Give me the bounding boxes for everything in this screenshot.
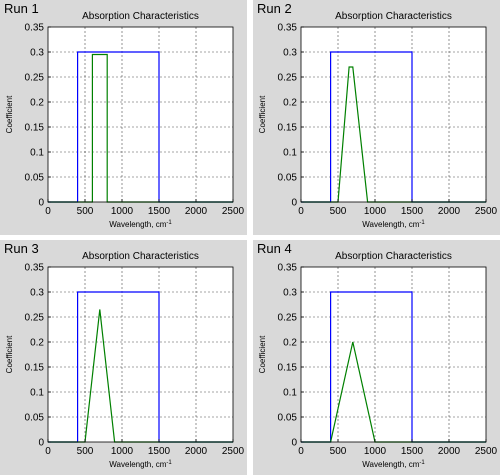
x-tick-label: 2500 [475,206,498,217]
y-tick-label: 0.2 [283,98,297,109]
x-tick-label: 1000 [111,446,134,457]
y-tick-label: 0.25 [278,313,298,324]
axes-frame [300,26,487,203]
x-tick-label: 2500 [222,446,245,457]
chart-title: Absorption Characteristics [335,251,452,262]
axes-frame [47,266,234,443]
y-tick-label: 0.35 [278,263,298,274]
plot-area [48,267,233,442]
x-tick-label: 2000 [185,206,208,217]
x-tick-label: 1000 [364,206,387,217]
x-tick-label: 2000 [438,206,461,217]
x-axis-label: Wavelength, cm-1 [109,220,172,229]
x-tick-label: 500 [330,206,347,217]
panel-run-1: Run 1 0 500 1000 1500 2000 2500 0 0.05 0.1 0.15 0.… [0,0,247,235]
chart-svg: 0 500 1000 1500 2000 2500 0 0.05 0.1 0.15 0.2 0.25 0… [258,251,498,469]
chart-svg: 0 500 1000 1500 2000 2500 0 0.05 0.1 0.15 0.2 0.25 0… [258,11,498,229]
x-tick-label: 500 [77,446,94,457]
y-tick-label: 0.15 [278,363,298,374]
x-tick-label: 0 [45,446,51,457]
x-tick-label: 1500 [148,206,171,217]
plot-area [301,27,486,202]
y-tick-label: 0.15 [278,123,298,134]
x-axis-label: Wavelength, cm-1 [362,220,425,229]
y-tick-label: 0.1 [30,148,44,159]
y-tick-label: 0 [38,438,44,449]
y-tick-label: 0.15 [25,363,45,374]
y-axis-label: Coefficient [258,335,267,373]
x-tick-label: 500 [330,446,347,457]
chart-svg: 0 500 1000 1500 2000 2500 0 0.05 0.1 0.15 0.2 0.25 0… [5,11,245,229]
chart-title: Absorption Characteristics [82,11,199,22]
x-tick-label: 500 [77,206,94,217]
x-tick-label: 1000 [364,446,387,457]
y-axis-label: Coefficient [5,335,14,373]
y-tick-label: 0.35 [278,23,298,34]
y-tick-label: 0.3 [283,48,297,59]
x-tick-label: 2000 [185,446,208,457]
chart-title: Absorption Characteristics [82,251,199,262]
y-tick-label: 0 [38,198,44,209]
x-tick-label: 0 [298,206,304,217]
y-tick-label: 0.3 [30,48,44,59]
y-tick-label: 0.35 [25,23,45,34]
y-tick-label: 0 [291,438,297,449]
y-tick-label: 0.2 [30,98,44,109]
y-tick-label: 0 [291,198,297,209]
y-tick-label: 0.05 [278,413,298,424]
panel-title: Run 1 [4,1,39,16]
x-axis-label-superscript: -1 [419,220,425,226]
y-tick-label: 0.1 [283,148,297,159]
x-axis-label-superscript: -1 [166,220,172,226]
panel-title: Run 2 [257,1,292,16]
y-tick-label: 0.2 [30,338,44,349]
y-tick-label: 0.05 [278,173,298,184]
x-tick-label: 2000 [438,446,461,457]
y-tick-label: 0.15 [25,123,45,134]
panel-run-2: Run 2 0 500 1000 1500 2000 2500 0 0.05 0.1 0.15 0.… [253,0,500,235]
x-axis-label: Wavelength, cm-1 [109,460,172,469]
axes-frame [47,26,234,203]
y-tick-label: 0.3 [30,288,44,299]
x-tick-label: 1000 [111,206,134,217]
panel-run-4: Run 4 0 500 1000 1500 2000 2500 0 0.05 0.1 0.15 0.… [253,240,500,475]
panel-title: Run 4 [257,241,292,256]
y-tick-label: 0.2 [283,338,297,349]
x-tick-label: 2500 [222,206,245,217]
plot-area [301,267,486,442]
y-tick-label: 0.05 [25,173,45,184]
chart-svg: 0 500 1000 1500 2000 2500 0 0.05 0.1 0.15 0.2 0.25 0… [5,251,245,469]
x-tick-label: 0 [45,206,51,217]
x-tick-label: 1500 [401,206,424,217]
x-axis-label-superscript: -1 [419,460,425,466]
y-tick-label: 0.3 [283,288,297,299]
y-axis-label: Coefficient [258,95,267,133]
y-axis-label: Coefficient [5,95,14,133]
x-tick-label: 1500 [401,446,424,457]
x-tick-label: 2500 [475,446,498,457]
x-axis-label: Wavelength, cm-1 [362,460,425,469]
chart-title: Absorption Characteristics [335,11,452,22]
panel-title: Run 3 [4,241,39,256]
y-tick-label: 0.25 [25,73,45,84]
x-tick-label: 1500 [148,446,171,457]
x-tick-label: 0 [298,446,304,457]
y-tick-label: 0.1 [30,388,44,399]
y-tick-label: 0.25 [25,313,45,324]
y-tick-label: 0.25 [278,73,298,84]
axes-frame [300,266,487,443]
x-axis-label-superscript: -1 [166,460,172,466]
y-tick-label: 0.05 [25,413,45,424]
y-tick-label: 0.1 [283,388,297,399]
y-tick-label: 0.35 [25,263,45,274]
panel-run-3: Run 3 0 500 1000 1500 2000 2500 0 0.05 0.1 0.15 0.… [0,240,247,475]
plot-area [48,27,233,202]
